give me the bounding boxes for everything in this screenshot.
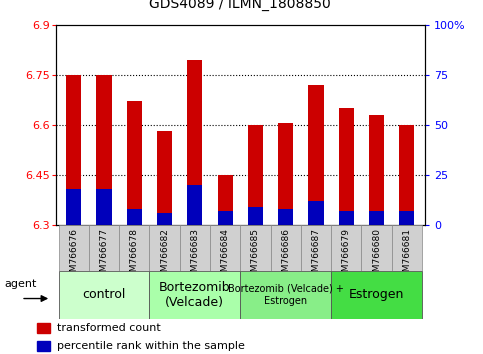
Bar <box>278 209 293 225</box>
FancyBboxPatch shape <box>149 225 180 271</box>
Text: GSM766687: GSM766687 <box>312 228 321 284</box>
FancyBboxPatch shape <box>331 225 361 271</box>
Text: Bortezomib
(Velcade): Bortezomib (Velcade) <box>159 281 231 309</box>
FancyBboxPatch shape <box>361 225 392 271</box>
Bar <box>187 185 202 225</box>
Bar <box>217 211 233 225</box>
Bar <box>399 211 414 225</box>
FancyBboxPatch shape <box>331 271 422 319</box>
Text: GDS4089 / ILMN_1808850: GDS4089 / ILMN_1808850 <box>149 0 331 11</box>
Text: GSM766686: GSM766686 <box>281 228 290 284</box>
Bar <box>37 323 50 333</box>
FancyBboxPatch shape <box>210 225 241 271</box>
Text: GSM766682: GSM766682 <box>160 228 169 283</box>
FancyBboxPatch shape <box>89 225 119 271</box>
Text: agent: agent <box>4 279 37 289</box>
Bar <box>37 341 50 351</box>
Bar <box>248 207 263 225</box>
Text: GSM766677: GSM766677 <box>99 228 109 284</box>
Text: GSM766685: GSM766685 <box>251 228 260 284</box>
Bar <box>157 131 172 225</box>
Bar <box>339 211 354 225</box>
Bar <box>97 189 112 225</box>
Bar <box>309 85 324 225</box>
Text: GSM766676: GSM766676 <box>69 228 78 284</box>
Text: GSM766683: GSM766683 <box>190 228 199 284</box>
Text: Estrogen: Estrogen <box>349 288 404 301</box>
FancyBboxPatch shape <box>180 225 210 271</box>
Text: transformed count: transformed count <box>57 323 160 333</box>
FancyBboxPatch shape <box>149 271 241 319</box>
Bar <box>399 125 414 225</box>
Bar <box>339 108 354 225</box>
FancyBboxPatch shape <box>241 225 270 271</box>
Text: Bortezomib (Velcade) +
Estrogen: Bortezomib (Velcade) + Estrogen <box>228 284 344 306</box>
FancyBboxPatch shape <box>119 225 149 271</box>
Bar <box>217 175 233 225</box>
Text: GSM766681: GSM766681 <box>402 228 412 284</box>
Bar <box>248 125 263 225</box>
Bar <box>66 189 81 225</box>
FancyBboxPatch shape <box>270 225 301 271</box>
FancyBboxPatch shape <box>241 271 331 319</box>
Bar <box>187 60 202 225</box>
FancyBboxPatch shape <box>58 225 89 271</box>
Bar <box>66 75 81 225</box>
Bar <box>97 75 112 225</box>
FancyBboxPatch shape <box>58 271 149 319</box>
FancyBboxPatch shape <box>392 225 422 271</box>
Text: percentile rank within the sample: percentile rank within the sample <box>57 341 244 351</box>
Bar <box>157 213 172 225</box>
Bar <box>278 123 293 225</box>
Bar <box>127 209 142 225</box>
Text: GSM766684: GSM766684 <box>221 228 229 283</box>
Bar <box>369 115 384 225</box>
Bar <box>309 201 324 225</box>
Text: GSM766679: GSM766679 <box>342 228 351 284</box>
Text: GSM766680: GSM766680 <box>372 228 381 284</box>
Bar <box>127 102 142 225</box>
FancyBboxPatch shape <box>301 225 331 271</box>
Bar <box>369 211 384 225</box>
Text: control: control <box>82 288 126 301</box>
Text: GSM766678: GSM766678 <box>130 228 139 284</box>
